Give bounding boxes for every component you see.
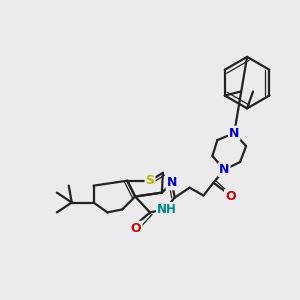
Text: N: N [219,163,230,176]
Text: N: N [167,176,177,189]
Text: N: N [229,127,239,140]
Text: S: S [146,174,154,187]
Text: O: O [131,222,141,235]
Text: NH: NH [157,203,177,216]
Text: O: O [225,190,236,203]
